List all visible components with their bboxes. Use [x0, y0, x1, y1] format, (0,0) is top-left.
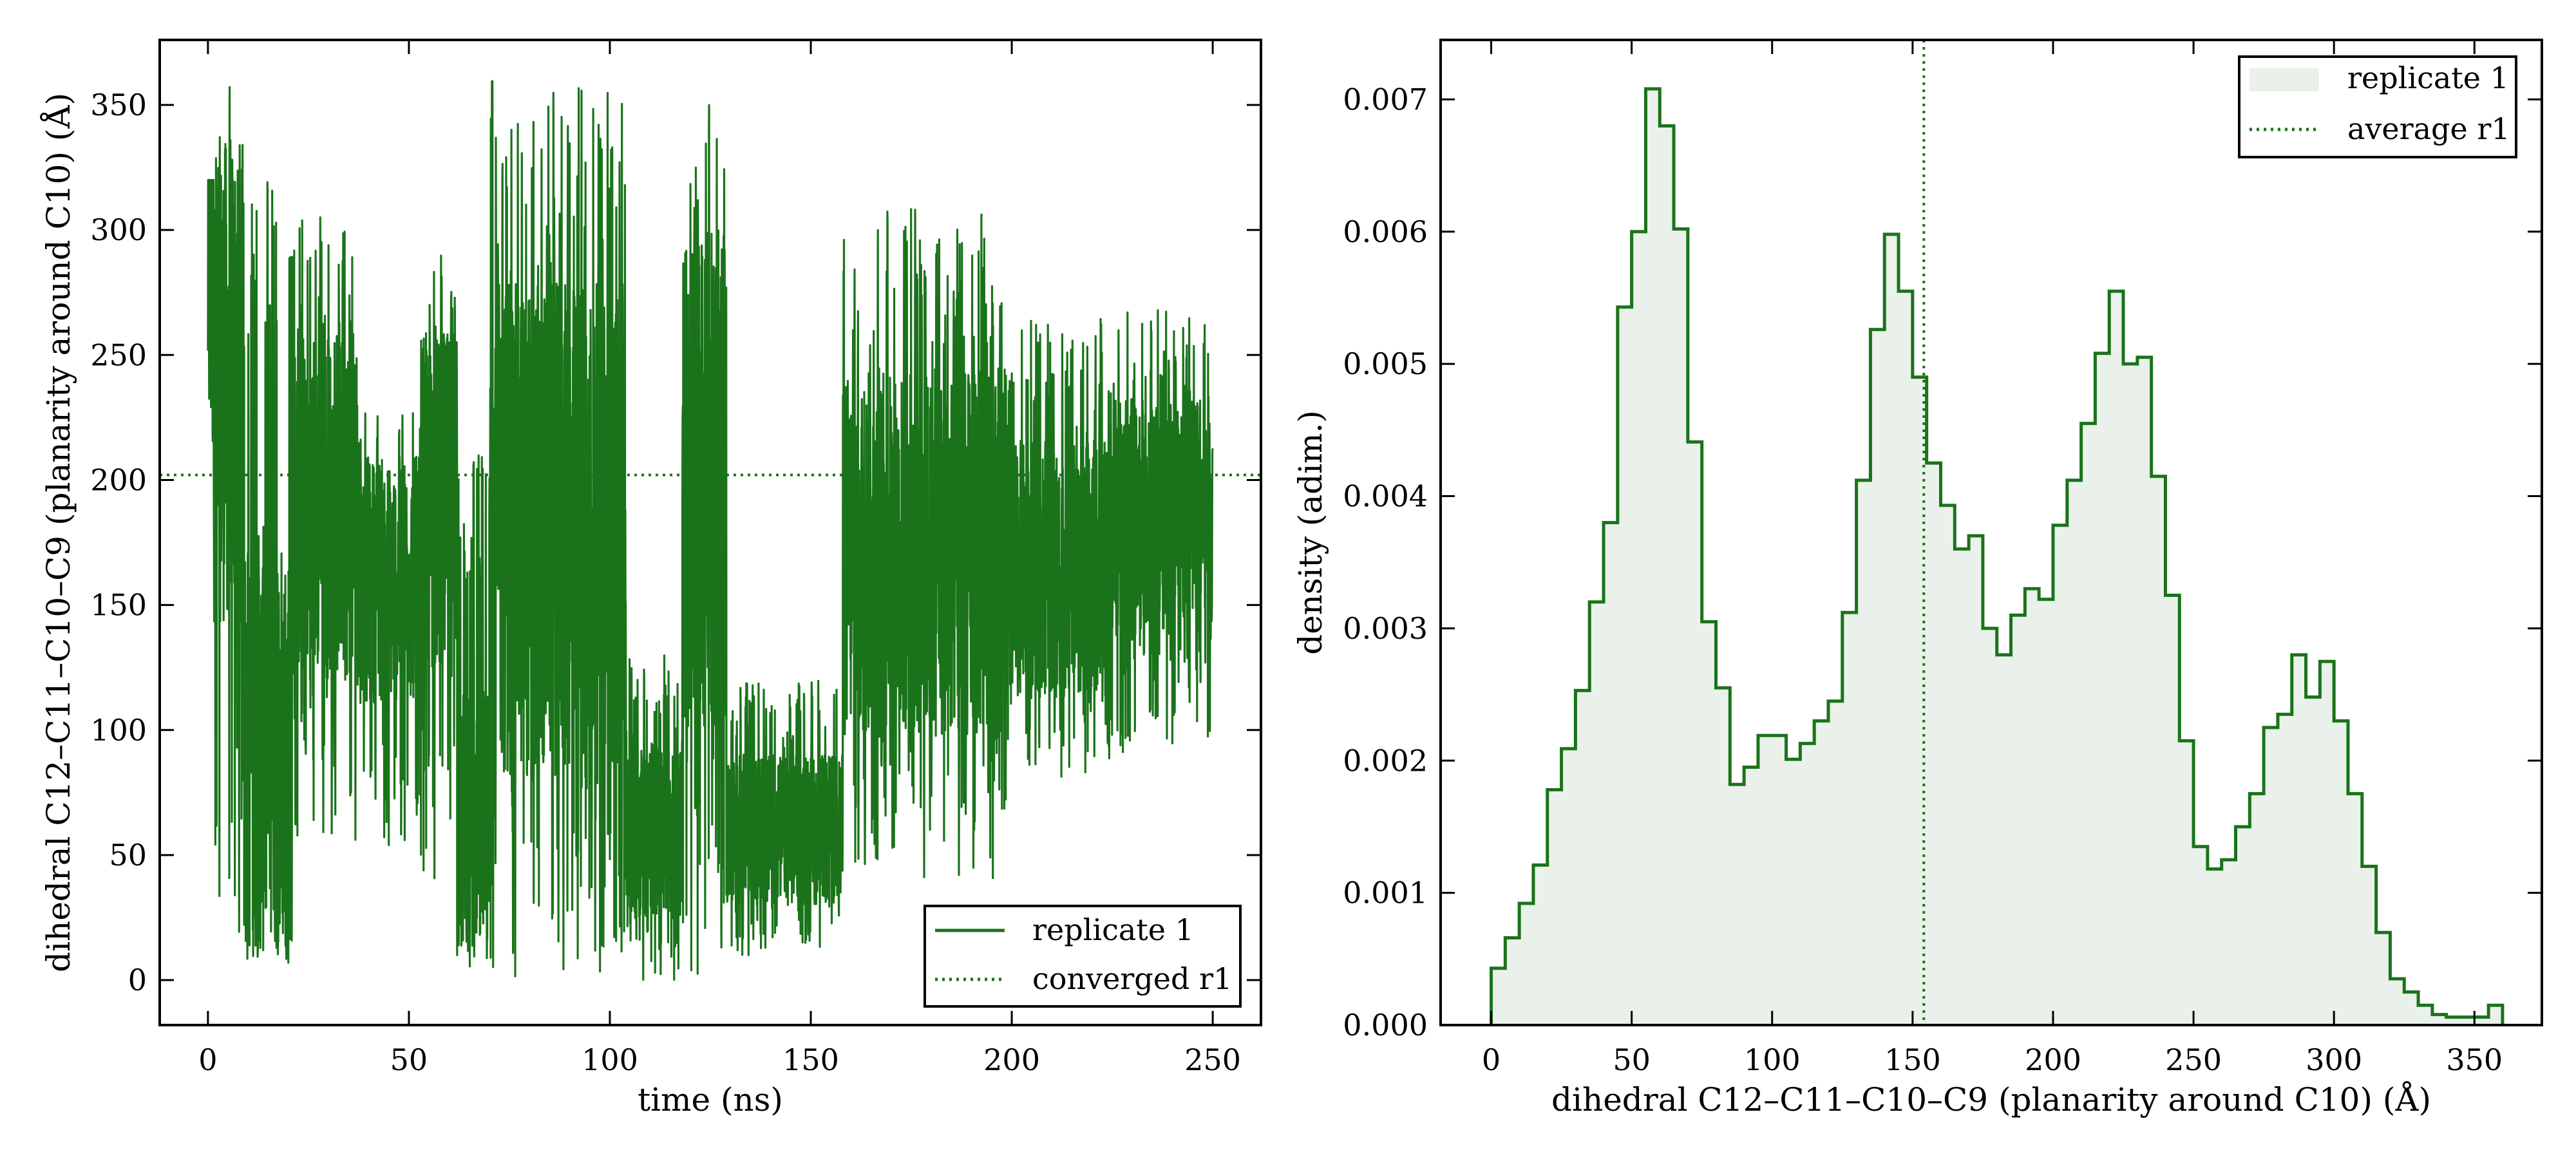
- legend-average-r1-label: average r1: [2347, 111, 2510, 146]
- legend-replicate-1-label: replicate 1: [1032, 912, 1194, 947]
- time-series-ytick-label: 150: [90, 588, 147, 623]
- histogram-frame: [1439, 39, 2543, 1026]
- time-series-xtick-label: 0: [198, 1042, 217, 1077]
- histogram-fill: [1491, 88, 2503, 1025]
- time-series-ytick-label: 250: [90, 337, 147, 372]
- time-series-xtick-label: 150: [782, 1042, 839, 1077]
- time-series-plot-area: [160, 80, 1261, 981]
- histogram-xtick-label: 150: [1884, 1042, 1941, 1077]
- histogram-xtick-label: 350: [2446, 1042, 2503, 1077]
- time-series-panel: 0 50 100 150 200 250 0 50 100 150 200 250 300 350 tim…: [39, 39, 1262, 1118]
- replicate-1-line: [207, 80, 1214, 981]
- histogram-ytick-label: 0.004: [1343, 479, 1428, 514]
- time-series-frame: [158, 39, 1262, 1026]
- histogram-ylabel: density (adim.): [1292, 410, 1329, 655]
- time-series-ytick-label: 100: [90, 713, 147, 748]
- histogram-xtick-label: 100: [1744, 1042, 1801, 1077]
- histogram-plot-area: [1490, 40, 2505, 1025]
- histogram-xtick-label: 0: [1482, 1042, 1501, 1077]
- histogram-ytick-label: 0.002: [1343, 743, 1428, 778]
- histogram-xtick-label: 200: [2025, 1042, 2081, 1077]
- histogram-ticks: 0 50 100 150 200 250 300 350 0.000 0.001 0.002 0.00…: [1343, 40, 2542, 1077]
- time-series-legend: replicate 1 converged r1: [923, 905, 1242, 1008]
- time-series-ylabel: dihedral C12–C11–C10–C9 (planarity aroun…: [39, 93, 77, 972]
- histogram-xlabel: dihedral C12–C11–C10–C9 (planarity aroun…: [1551, 1080, 2431, 1118]
- histogram-panel: 0 50 100 150 200 250 300 350 0.000 0.001 0.002 0.00…: [1292, 39, 2543, 1118]
- time-series-ytick-label: 200: [90, 462, 147, 497]
- histogram-step-outline: [1490, 87, 2505, 1025]
- histogram-ytick-label: 0.005: [1343, 346, 1428, 381]
- legend-converged-r1-label: converged r1: [1032, 961, 1232, 996]
- time-series-ticks: 0 50 100 150 200 250 0 50 100 150 200 250 300 350: [90, 40, 1261, 1077]
- time-series-ytick-label: 0: [128, 963, 147, 997]
- time-series-ytick-label: 350: [90, 88, 147, 122]
- time-series-xtick-label: 50: [390, 1042, 428, 1077]
- histogram-ytick-label: 0.000: [1343, 1008, 1428, 1042]
- time-series-legend-box: [923, 905, 1242, 1008]
- time-series-ytick-label: 300: [90, 212, 147, 247]
- histogram-legend: replicate 1 average r1: [2238, 55, 2517, 158]
- time-series-xtick-label: 200: [983, 1042, 1040, 1077]
- time-series-xlabel: time (ns): [638, 1081, 783, 1118]
- histogram-ytick-label: 0.001: [1343, 876, 1428, 910]
- time-series-ytick-label: 50: [109, 838, 147, 872]
- legend-hist-replicate-1-label: replicate 1: [2347, 61, 2509, 95]
- histogram-ytick-label: 0.006: [1343, 214, 1428, 249]
- time-series-xtick-label: 250: [1184, 1042, 1241, 1077]
- histogram-xtick-label: 250: [2165, 1042, 2222, 1077]
- time-series-xtick-label: 100: [582, 1042, 638, 1077]
- histogram-ytick-label: 0.003: [1343, 611, 1428, 646]
- legend-replicate-1-fill-swatch: [2249, 68, 2319, 91]
- histogram-xtick-label: 300: [2306, 1042, 2362, 1077]
- histogram-ytick-label: 0.007: [1343, 82, 1428, 117]
- histogram-xtick-label: 50: [1613, 1042, 1651, 1077]
